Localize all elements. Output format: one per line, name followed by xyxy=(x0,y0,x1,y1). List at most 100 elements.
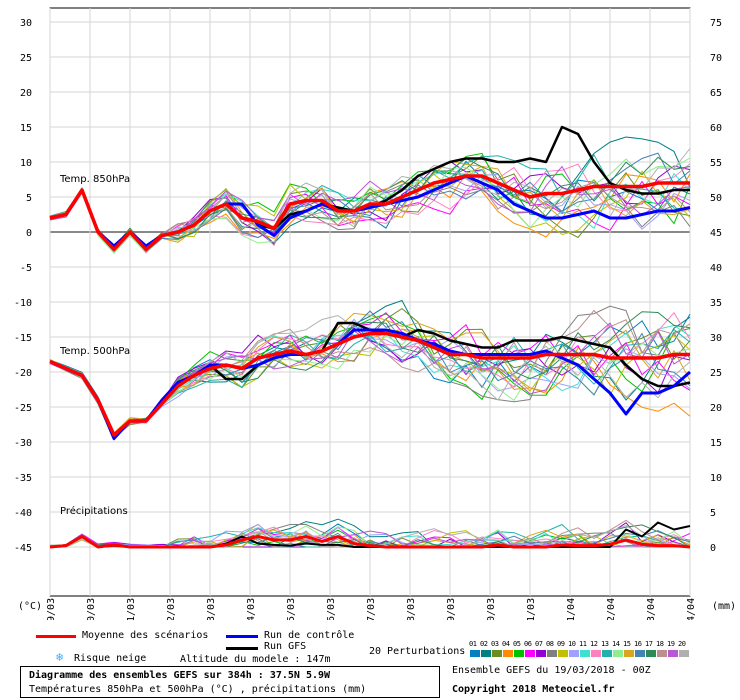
left-tick-label: 20 xyxy=(20,88,32,99)
perturbation-swatch xyxy=(481,650,491,657)
perturbation-swatch xyxy=(503,650,513,657)
control-swatch xyxy=(226,635,258,638)
perturbation-number: 16 xyxy=(634,640,642,648)
perturbation-swatch xyxy=(492,650,502,657)
perturbation-swatch xyxy=(679,650,689,657)
x-tick-label: 02/04 xyxy=(606,598,617,620)
left-tick-label: -20 xyxy=(14,368,32,379)
x-tick-label: 03/04 xyxy=(646,598,657,620)
perturbation-number: 15 xyxy=(623,640,631,648)
perturbation-swatch xyxy=(547,650,557,657)
chart-title: Diagramme des ensembles GEFS sur 384h : … xyxy=(29,670,331,681)
perturbation-number: 03 xyxy=(491,640,499,648)
left-tick-label: -15 xyxy=(14,333,32,344)
section-label-precip: Précipitations xyxy=(60,505,128,517)
chart-grid xyxy=(49,7,691,597)
perturbation-swatch xyxy=(657,650,667,657)
legend-altitude: Altitude du modele : 147m xyxy=(180,654,331,665)
perturbation-swatch xyxy=(580,650,590,657)
mean-precip-line xyxy=(49,535,691,549)
right-tick-label: 60 xyxy=(710,123,722,134)
mean-t500-line xyxy=(49,331,690,437)
section-label-t850: Temp. 850hPa xyxy=(59,174,130,185)
x-tick-label: 27/03 xyxy=(366,598,377,620)
left-tick-label: -45 xyxy=(14,543,32,554)
right-tick-label: 65 xyxy=(710,88,722,99)
perturbation-number: 07 xyxy=(535,640,543,648)
right-axis-unit: (mm) xyxy=(712,601,736,612)
left-tick-label: 30 xyxy=(20,18,32,29)
right-tick-label: 40 xyxy=(710,263,722,274)
x-tick-label: 01/04 xyxy=(566,598,577,620)
perturbation-number: 20 xyxy=(678,640,686,648)
right-tick-label: 5 xyxy=(710,508,716,519)
right-tick-label: 50 xyxy=(710,193,722,204)
section-label-t500: Temp. 500hPa xyxy=(59,346,130,357)
left-tick-label: -40 xyxy=(14,508,32,519)
left-tick-label: 25 xyxy=(20,53,32,64)
right-tick-label: 35 xyxy=(710,298,722,309)
ensemble-info: Ensemble GEFS du 19/03/2018 - 00Z xyxy=(452,665,651,676)
snowflake-icon: ❄ xyxy=(56,650,64,664)
perturbation-number: 06 xyxy=(524,640,532,648)
perturbation-swatch xyxy=(635,650,645,657)
perturbation-number: 12 xyxy=(590,640,598,648)
perturbation-number: 13 xyxy=(601,640,609,648)
gfs-swatch xyxy=(226,647,258,650)
perturbation-number: 08 xyxy=(546,640,554,648)
legend-mean: Moyenne des scénarios xyxy=(82,630,209,641)
copyright: Copyright 2018 Meteociel.fr xyxy=(452,684,615,695)
left-tick-label: 10 xyxy=(20,158,32,169)
perturbation-swatch xyxy=(613,650,623,657)
x-tick-label: 22/03 xyxy=(166,598,177,620)
perturbation-number: 14 xyxy=(612,640,620,648)
left-tick-label: -30 xyxy=(14,438,32,449)
perturbation-swatch xyxy=(558,650,568,657)
perturbation-swatch xyxy=(668,650,678,657)
perturbation-swatch xyxy=(536,650,546,657)
x-tick-label: 28/03 xyxy=(406,598,417,620)
legend-control: Run de contrôle xyxy=(264,630,355,641)
perturbation-number: 18 xyxy=(656,640,664,648)
right-tick-label: 75 xyxy=(710,18,722,29)
x-tick-label: 30/03 xyxy=(486,598,497,620)
legend-gfs: Run GFS xyxy=(264,641,307,652)
main-lines xyxy=(49,125,691,549)
left-tick-label: 0 xyxy=(26,228,32,239)
pert-t850-16 xyxy=(49,152,691,253)
x-tick-label: 21/03 xyxy=(126,598,137,620)
left-tick-label: -10 xyxy=(14,298,32,309)
right-tick-label: 25 xyxy=(710,368,722,379)
left-tick-label: 5 xyxy=(26,193,32,204)
x-tick-label: 29/03 xyxy=(446,598,457,620)
left-tick-label: 15 xyxy=(20,123,32,134)
left-axis-unit: (°C) xyxy=(18,601,42,612)
perturbation-number: 09 xyxy=(557,640,565,648)
left-tick-label: -35 xyxy=(14,473,32,484)
perturbation-number: 05 xyxy=(513,640,521,648)
perturbation-swatch xyxy=(525,650,535,657)
x-tick-label: 25/03 xyxy=(286,598,297,620)
right-tick-label: 0 xyxy=(710,543,716,554)
perturbation-number: 11 xyxy=(579,640,587,648)
left-tick-label: -25 xyxy=(14,403,32,414)
right-tick-label: 20 xyxy=(710,403,722,414)
mean-t850-line xyxy=(49,174,690,252)
perturbation-swatch xyxy=(514,650,524,657)
perturbation-number: 10 xyxy=(568,640,576,648)
x-tick-label: 04/04 xyxy=(686,598,697,620)
perturbation-swatch xyxy=(470,650,480,657)
x-tick-label: 31/03 xyxy=(526,598,537,620)
legend-snow: Risque neige xyxy=(74,653,147,664)
perturbation-swatch xyxy=(591,650,601,657)
right-tick-label: 10 xyxy=(710,473,722,484)
x-tick-label: 24/03 xyxy=(246,598,257,620)
perturbation-swatch xyxy=(624,650,634,657)
x-tick-label: 23/03 xyxy=(206,598,217,620)
left-tick-label: -5 xyxy=(20,263,32,274)
perturbation-swatch xyxy=(602,650,612,657)
chart-subtitle: Températures 850hPa et 500hPa (°C) , pré… xyxy=(29,684,367,695)
legend-perturbations: 20 Perturbations xyxy=(369,646,466,657)
